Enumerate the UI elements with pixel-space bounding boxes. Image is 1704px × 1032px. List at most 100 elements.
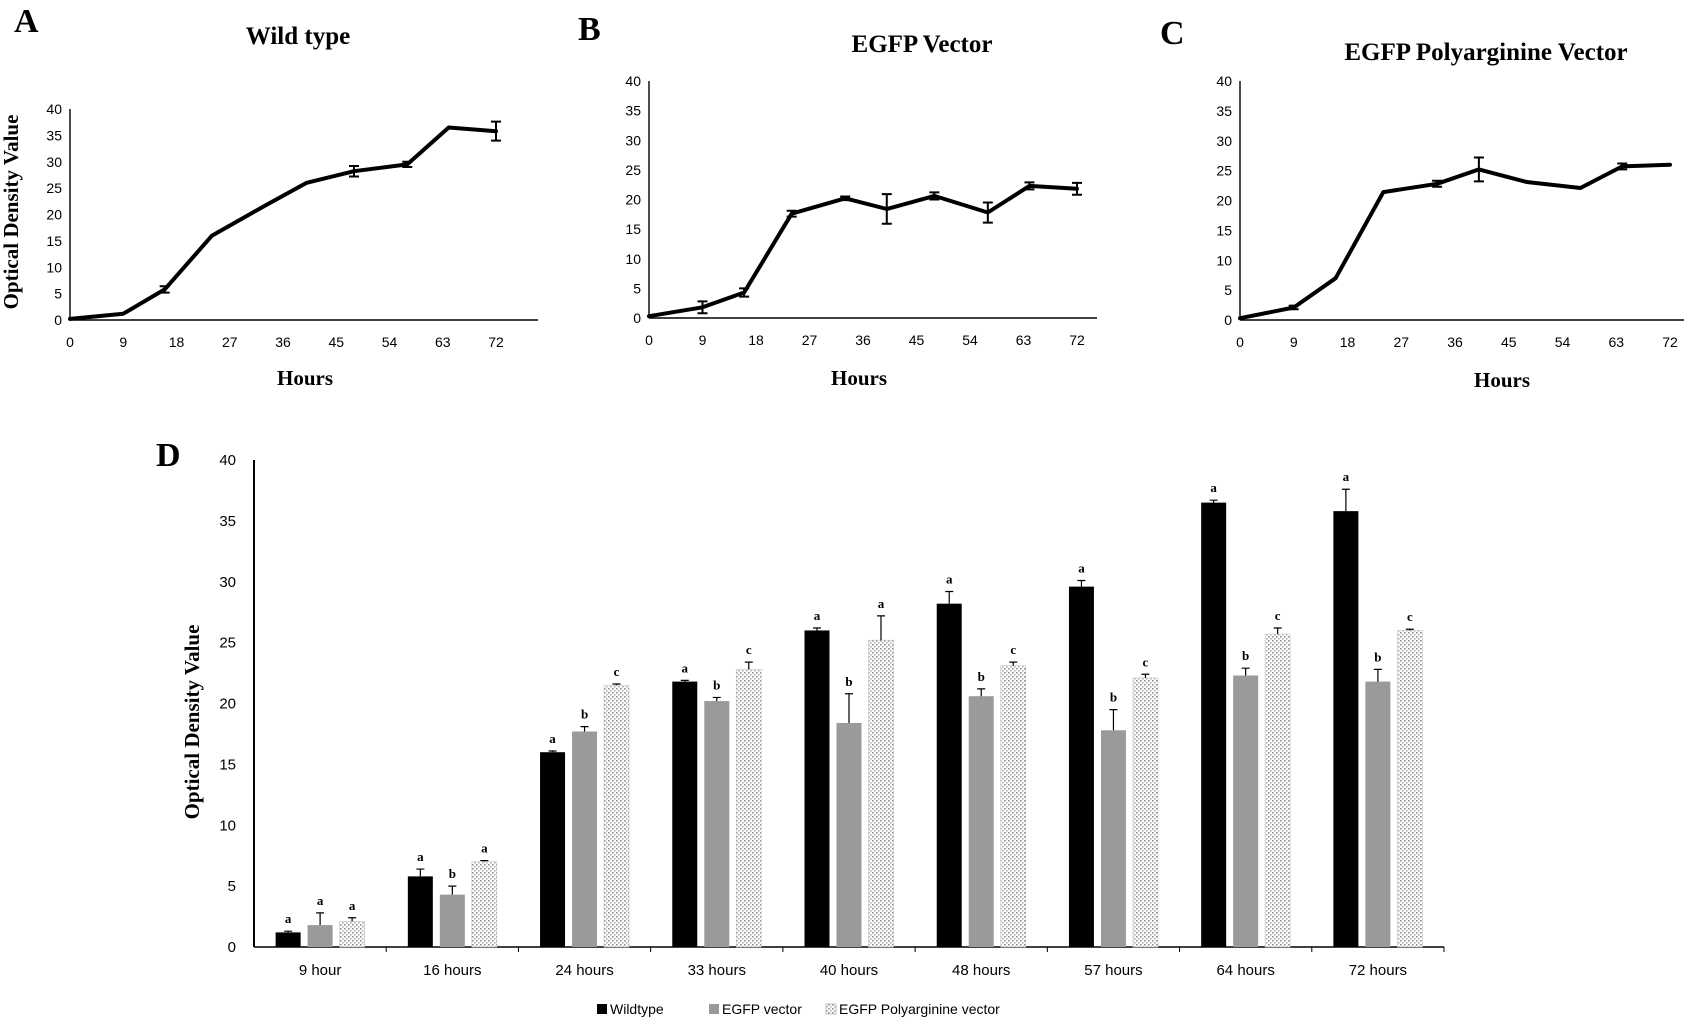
chart-d-error-bar xyxy=(680,679,689,682)
chart-d-bar xyxy=(672,681,698,947)
chart-d-error-bar xyxy=(612,683,621,686)
chart-d-bar xyxy=(936,603,962,947)
chart-b-x-tick-label: 18 xyxy=(748,332,764,348)
chart-b-x-tick-label: 9 xyxy=(699,332,707,348)
chart-c-y-tick-label: 15 xyxy=(1216,222,1232,238)
chart-d-legend-swatch xyxy=(825,1003,837,1015)
chart-d-bar xyxy=(339,921,365,948)
chart-d-bar xyxy=(307,925,333,947)
chart-b-x-tick-label: 72 xyxy=(1069,332,1085,348)
chart-d-significance-label: a xyxy=(1343,469,1350,484)
chart-d-error-bar xyxy=(945,590,954,604)
chart-c-error-bar xyxy=(1473,156,1484,183)
chart-d-y-tick-label: 10 xyxy=(219,817,236,834)
chart-d-significance-label: c xyxy=(746,642,752,657)
chart-d-bar xyxy=(439,894,465,947)
chart-d-y-tick-label: 20 xyxy=(219,696,236,713)
chart-b-error-bar xyxy=(786,209,797,218)
chart-d-error-bar xyxy=(1141,673,1150,678)
chart-d-category-label: 24 hours xyxy=(555,962,613,979)
chart-d-significance-label: b xyxy=(978,669,985,684)
chart-d-significance-label: c xyxy=(1010,642,1016,657)
chart-c-title: EGFP Polyarginine Vector xyxy=(1344,39,1627,66)
chart-d-error-bar xyxy=(845,693,853,723)
chart-d-error-bar xyxy=(284,930,293,933)
chart-d-legend-label: EGFP Polyarginine vector xyxy=(839,1001,1000,1017)
chart-c-x-tick-label: 27 xyxy=(1393,334,1409,350)
chart-d-bar xyxy=(572,731,598,947)
chart-d-category-label: 16 hours xyxy=(423,962,481,979)
chart-c-y-tick-label: 25 xyxy=(1216,163,1232,179)
chart-a-error-bar xyxy=(159,285,170,294)
chart-b-error-bar xyxy=(1072,181,1082,196)
chart-d-error-bar xyxy=(744,661,753,670)
chart-b-y-tick-label: 20 xyxy=(625,192,641,208)
chart-d-error-bar xyxy=(1109,708,1118,731)
chart-b-error-bar xyxy=(697,300,708,315)
chart-a-error-bar xyxy=(491,120,501,142)
chart-a-y-tick-label: 20 xyxy=(46,207,62,223)
chart-b-y-tick-label: 35 xyxy=(625,103,641,119)
panel-letter-a: A xyxy=(14,3,39,40)
chart-c-x-tick-label: 54 xyxy=(1555,334,1571,350)
chart-b: 0 5 10 15 20 25 30 35 40 0 9 18 27 36 45 54 63 72 xyxy=(625,73,1097,348)
chart-a-x-tick-label: 45 xyxy=(328,334,344,350)
chart-d-y-tick-label: 25 xyxy=(219,635,236,652)
chart-d-bar xyxy=(704,701,730,947)
chart-d-error-bar xyxy=(877,615,885,641)
chart-d-bar xyxy=(1132,677,1159,948)
chart-d-significance-label: b xyxy=(449,866,456,881)
chart-d-significance-label: b xyxy=(1110,690,1117,705)
chart-b-y-tick-label: 15 xyxy=(625,221,641,237)
chart-a-y-tick-label: 5 xyxy=(54,286,62,302)
chart-a: 0 5 10 15 20 25 30 35 40 0 9 18 27 36 45 54 63 72 xyxy=(46,101,538,350)
chart-b-y-tick-label: 10 xyxy=(625,251,641,267)
chart-d-error-bar xyxy=(416,868,425,877)
chart-d-y-tick-label: 35 xyxy=(219,513,236,530)
chart-d-error-bar xyxy=(1405,628,1414,631)
chart-d-error-bar xyxy=(813,627,821,631)
chart-b-x-tick-label: 45 xyxy=(909,332,925,348)
chart-c-y-tick-label: 10 xyxy=(1216,252,1232,268)
chart-d-bar xyxy=(1397,630,1423,948)
chart-d-significance-label: b xyxy=(1242,648,1249,663)
chart-d-category-label: 72 hours xyxy=(1349,962,1407,979)
chart-d-error-bar xyxy=(580,726,589,732)
chart-d-bar xyxy=(1100,730,1126,947)
chart-c-x-tick-label: 9 xyxy=(1290,334,1298,350)
chart-b-error-bar xyxy=(982,201,993,224)
chart-a-series-line xyxy=(68,125,498,321)
chart-b-x-tick-label: 63 xyxy=(1016,332,1032,348)
chart-d-bar xyxy=(1264,633,1291,948)
chart-d-bar xyxy=(1233,675,1259,947)
chart-d-significance-label: a xyxy=(317,893,324,908)
chart-c-error-bar xyxy=(1288,304,1299,311)
chart-d-significance-label: a xyxy=(878,596,885,611)
chart-c-y-tick-label: 30 xyxy=(1216,133,1232,149)
chart-d-significance-label: a xyxy=(682,660,689,675)
chart-b-y-tick-label: 0 xyxy=(633,310,641,326)
chart-d-category-label: 48 hours xyxy=(952,962,1010,979)
chart-b-error-bar xyxy=(840,195,851,202)
chart-d-category-label: 40 hours xyxy=(820,962,878,979)
chart-a-error-bar xyxy=(402,160,413,169)
chart-d-significance-label: a xyxy=(481,841,488,856)
chart-d-y-tick-label: 5 xyxy=(228,878,236,895)
chart-d-error-bar xyxy=(1273,627,1282,635)
chart-d-error-bar xyxy=(712,696,721,702)
chart-a-title: Wild type xyxy=(246,23,350,50)
chart-b-series-line xyxy=(647,183,1079,319)
chart-c-x-tick-label: 36 xyxy=(1447,334,1463,350)
chart-a-y-tick-label: 40 xyxy=(46,101,62,117)
chart-d-y-tick-label: 15 xyxy=(219,756,236,773)
chart-d-significance-label: a xyxy=(814,608,821,623)
chart-b-y-tick-label: 30 xyxy=(625,132,641,148)
chart-c-y-tick-label: 0 xyxy=(1224,312,1232,328)
chart-d-bar xyxy=(968,696,994,947)
chart-d-legend-swatch xyxy=(597,1004,607,1014)
chart-a-x-tick-label: 18 xyxy=(169,334,185,350)
chart-d-significance-label: b xyxy=(713,677,720,692)
chart-d-bar xyxy=(407,876,433,947)
chart-d-significance-label: c xyxy=(1143,654,1149,669)
panel-letter-b: B xyxy=(578,11,601,48)
